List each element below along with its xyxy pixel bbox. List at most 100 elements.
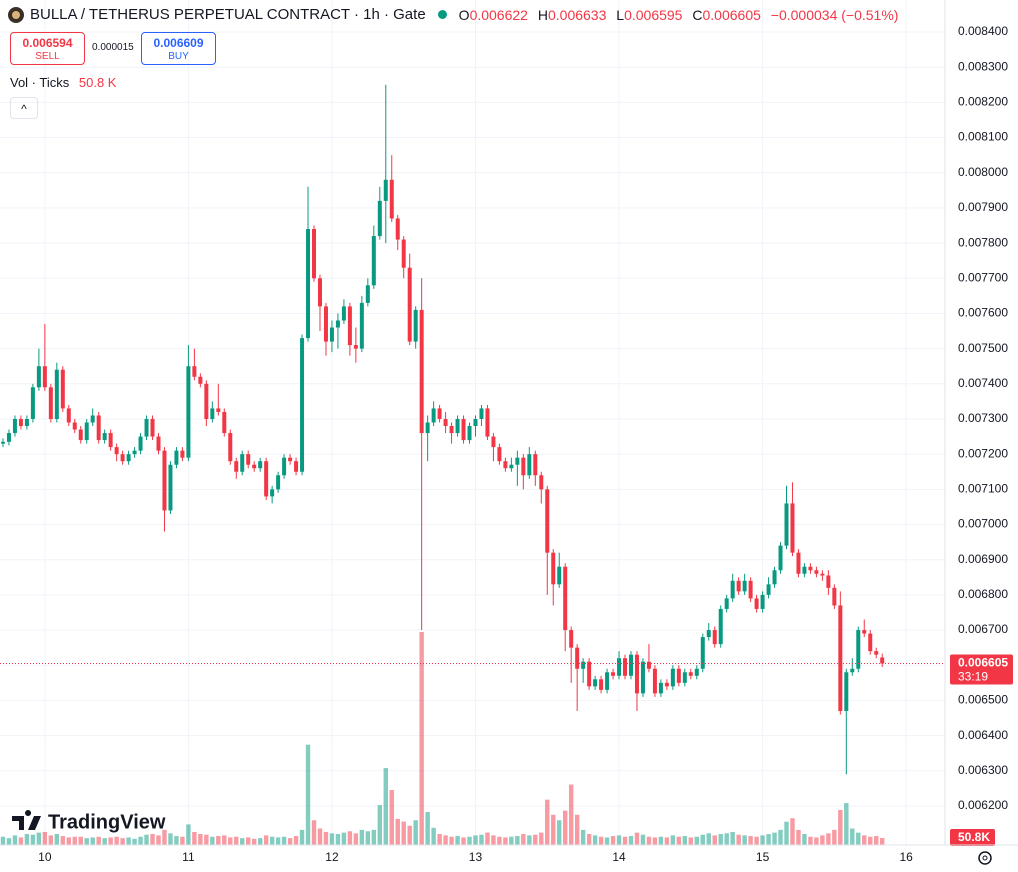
candle-body — [736, 580, 741, 592]
volume-bar — [174, 836, 179, 845]
candle-body — [377, 200, 382, 237]
volume-bar — [359, 829, 365, 845]
volume-bar — [365, 831, 371, 845]
candle-body — [0, 441, 5, 444]
volume-bar — [78, 836, 83, 845]
candle-body — [329, 327, 334, 342]
candle-body — [796, 552, 801, 574]
candle-body — [706, 630, 711, 638]
volume-bar — [491, 835, 496, 845]
y-tick-label: 0.007200 — [958, 446, 1008, 460]
volume-bar — [18, 837, 24, 845]
sell-label[interactable]: SELL — [35, 51, 60, 62]
volume-bar — [856, 832, 861, 845]
ohlc-label: O — [458, 6, 470, 23]
volume-bar — [658, 836, 664, 845]
candle-body — [30, 387, 35, 419]
candle-body — [569, 630, 574, 648]
volume-bar — [132, 838, 137, 845]
volume-bar — [766, 834, 771, 845]
price-change: −0.000034 (−0.51%) — [770, 6, 899, 23]
volume-bar — [293, 836, 299, 845]
candle-body — [347, 306, 352, 346]
collapse-button[interactable]: ^ — [10, 97, 38, 119]
settings-button[interactable] — [978, 851, 992, 865]
volume-bar — [772, 832, 777, 845]
candle-body — [509, 464, 514, 469]
candle-body — [389, 179, 394, 219]
buy-price[interactable]: 0.006609 — [153, 36, 204, 50]
volume-bar — [347, 831, 353, 845]
last-price-badge — [950, 654, 1013, 685]
volume-bar — [784, 821, 789, 845]
candle-body — [652, 668, 657, 694]
volume-bar — [748, 836, 753, 845]
candle-body — [36, 366, 41, 388]
volume-bar — [299, 829, 305, 845]
volume-bar — [36, 832, 42, 845]
volume-bar — [700, 834, 705, 845]
candle-body — [84, 422, 89, 441]
volume-bar — [497, 836, 502, 845]
volume-bar — [515, 836, 520, 845]
volume-bar — [419, 632, 424, 845]
candle-body — [575, 647, 580, 669]
volume-bar — [431, 827, 436, 845]
candle-body — [216, 408, 221, 412]
candle-body — [748, 580, 753, 599]
volume-bar — [473, 835, 478, 845]
volume-bar — [874, 836, 879, 845]
volume-bar — [646, 836, 652, 845]
y-tick-label: 0.008000 — [958, 165, 1008, 179]
candle-body — [306, 229, 311, 339]
volume-bar — [144, 834, 149, 845]
candle-body — [413, 309, 418, 342]
buy-label[interactable]: BUY — [168, 51, 189, 62]
volume-bar — [102, 838, 107, 845]
volume-bar — [563, 810, 568, 845]
volume-bar — [802, 834, 807, 845]
candle-body — [664, 682, 669, 687]
volume-bar — [862, 835, 867, 845]
candle-body — [874, 651, 879, 655]
candle-body — [234, 461, 239, 472]
candle-body — [395, 218, 400, 240]
candle-body — [54, 369, 59, 419]
candle-body — [545, 489, 550, 553]
volume-bar — [628, 836, 634, 845]
volume-bar — [760, 835, 765, 845]
sell-price[interactable]: 0.006594 — [22, 36, 73, 50]
candle-body — [646, 661, 651, 669]
candle-body — [90, 415, 95, 423]
settings-icon[interactable] — [978, 851, 992, 865]
candle-body — [730, 580, 735, 599]
volume-bar — [521, 834, 526, 845]
candle-body — [826, 575, 831, 588]
candle-body — [204, 383, 209, 419]
candle-body — [419, 309, 424, 434]
candle-body — [521, 457, 526, 476]
candle-body — [640, 661, 645, 694]
volume-bar — [814, 837, 819, 845]
candle-body — [288, 457, 293, 462]
candle-body — [856, 630, 861, 669]
volume-bar — [443, 835, 448, 845]
candle-body — [198, 376, 203, 384]
candle-body — [150, 418, 155, 437]
ohlc-value: 0.006633 — [547, 6, 607, 23]
volume-bar — [652, 837, 658, 845]
volume-bar — [832, 829, 837, 845]
settings-icon-center[interactable] — [982, 855, 988, 861]
candle-body — [868, 633, 873, 652]
candle-body — [42, 366, 47, 388]
candle-body — [515, 457, 520, 465]
volume-bar — [670, 835, 676, 845]
volume-bar — [868, 836, 873, 845]
candle-body — [282, 457, 287, 476]
candle-body — [718, 608, 723, 645]
sell-button[interactable]: 0.006594 SELL — [10, 32, 85, 65]
buy-button[interactable]: 0.006609 BUY — [141, 32, 216, 65]
candle-body — [300, 338, 305, 472]
volume-bar — [222, 835, 227, 845]
candle-body — [60, 369, 65, 409]
